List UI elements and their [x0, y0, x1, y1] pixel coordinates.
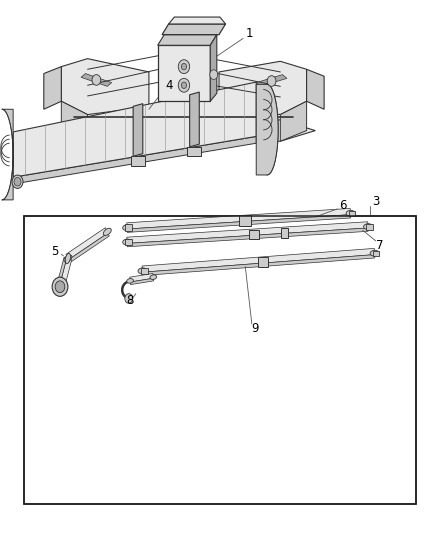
Polygon shape [130, 278, 154, 285]
Polygon shape [68, 233, 109, 263]
Polygon shape [2, 109, 13, 200]
Circle shape [178, 78, 190, 92]
Circle shape [181, 63, 187, 70]
Polygon shape [66, 228, 108, 260]
Text: 8: 8 [127, 294, 134, 306]
Polygon shape [169, 17, 226, 24]
Text: 7: 7 [376, 239, 384, 252]
Circle shape [267, 76, 276, 86]
Polygon shape [127, 222, 368, 244]
Bar [24, 216, 416, 504]
Polygon shape [61, 101, 88, 141]
Polygon shape [210, 35, 217, 101]
Bar [131, 156, 145, 166]
Circle shape [92, 75, 101, 85]
Circle shape [52, 277, 68, 296]
Ellipse shape [364, 224, 372, 229]
Polygon shape [13, 136, 256, 184]
Polygon shape [190, 92, 199, 147]
Polygon shape [256, 75, 287, 86]
Polygon shape [127, 215, 350, 232]
Bar [125, 224, 132, 231]
Bar [125, 239, 132, 245]
Circle shape [178, 60, 190, 74]
Polygon shape [280, 101, 307, 141]
Circle shape [14, 177, 21, 186]
Text: 4: 4 [166, 79, 173, 92]
Polygon shape [60, 258, 72, 285]
Ellipse shape [64, 255, 72, 262]
Text: 5: 5 [51, 245, 58, 258]
Bar [349, 211, 355, 216]
Bar [281, 228, 288, 238]
Circle shape [55, 281, 65, 293]
Ellipse shape [370, 251, 379, 256]
Polygon shape [127, 208, 350, 229]
Polygon shape [130, 273, 153, 282]
Polygon shape [158, 35, 217, 45]
Ellipse shape [127, 279, 134, 283]
Text: 6: 6 [339, 199, 347, 212]
Bar [373, 251, 379, 256]
Ellipse shape [65, 253, 71, 264]
Polygon shape [162, 24, 226, 35]
Ellipse shape [103, 228, 111, 236]
Circle shape [125, 294, 133, 303]
Polygon shape [61, 59, 149, 115]
Polygon shape [57, 257, 67, 283]
Polygon shape [219, 61, 307, 115]
Polygon shape [142, 248, 374, 272]
Bar [187, 147, 201, 156]
Polygon shape [256, 84, 278, 175]
Polygon shape [81, 74, 112, 86]
Bar [366, 224, 373, 230]
Polygon shape [127, 228, 368, 247]
Circle shape [181, 82, 187, 88]
Ellipse shape [138, 268, 147, 273]
Ellipse shape [12, 175, 23, 189]
Polygon shape [13, 82, 256, 177]
Bar [141, 268, 148, 274]
Ellipse shape [123, 225, 131, 230]
Ellipse shape [150, 275, 157, 279]
Polygon shape [307, 69, 324, 109]
Bar [249, 230, 259, 239]
Bar [24, 216, 416, 504]
Circle shape [210, 70, 218, 79]
Text: 9: 9 [251, 322, 259, 335]
Ellipse shape [59, 278, 64, 289]
Bar [239, 215, 251, 226]
Bar [258, 257, 268, 267]
Ellipse shape [123, 239, 131, 245]
Polygon shape [61, 120, 315, 141]
Polygon shape [158, 45, 210, 101]
Text: 1: 1 [246, 27, 254, 40]
Polygon shape [142, 255, 375, 276]
Polygon shape [44, 67, 61, 109]
Text: 3: 3 [372, 195, 379, 208]
Ellipse shape [346, 211, 355, 216]
Polygon shape [133, 103, 143, 156]
